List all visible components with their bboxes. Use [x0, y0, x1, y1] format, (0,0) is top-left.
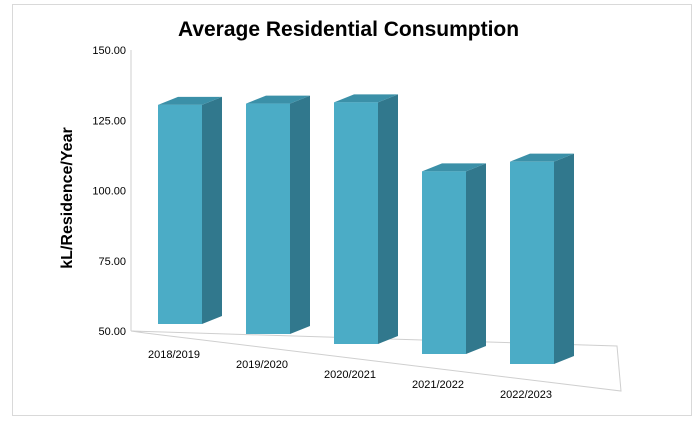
- bar-side: [202, 96, 222, 324]
- x-tick-label: 2019/2020: [236, 359, 288, 371]
- bar: [158, 96, 222, 324]
- y-tick-labels: 150.00 125.00 100.00 75.00 50.00: [92, 45, 126, 338]
- bar-top: [158, 96, 222, 105]
- y-tick-label: 50.00: [98, 326, 126, 338]
- bar-front: [334, 102, 378, 344]
- x-tick-label: 2020/2021: [324, 369, 376, 381]
- chart-title: Average Residential Consumption: [177, 18, 520, 41]
- y-tick-label: 150.00: [92, 45, 126, 57]
- bar-top: [510, 153, 574, 162]
- bar-side: [290, 95, 310, 334]
- bar-side: [554, 153, 574, 364]
- x-tick-labels: 2018/2019 2019/2020 2020/2021 2021/2022 2022…: [148, 349, 552, 401]
- y-tick-label: 75.00: [98, 256, 126, 268]
- y-tick-label: 100.00: [92, 186, 126, 198]
- bar-front: [510, 161, 554, 364]
- bar-side: [378, 94, 398, 344]
- bar: [246, 95, 310, 334]
- bar-front: [422, 171, 466, 354]
- x-tick-label: 2018/2019: [148, 349, 200, 361]
- bar: [334, 94, 398, 344]
- bars: [158, 94, 574, 364]
- bar-front: [246, 103, 290, 334]
- bar-side: [466, 163, 486, 354]
- chart-border: [12, 4, 692, 416]
- bar-front: [158, 104, 202, 324]
- bar-top: [334, 94, 398, 103]
- bar: [422, 163, 486, 354]
- x-tick-label: 2022/2023: [500, 389, 552, 401]
- bar-top: [246, 95, 310, 104]
- bar-top: [422, 163, 486, 172]
- y-tick-label: 125.00: [92, 115, 126, 127]
- bar: [510, 153, 574, 364]
- x-tick-label: 2021/2022: [412, 379, 464, 391]
